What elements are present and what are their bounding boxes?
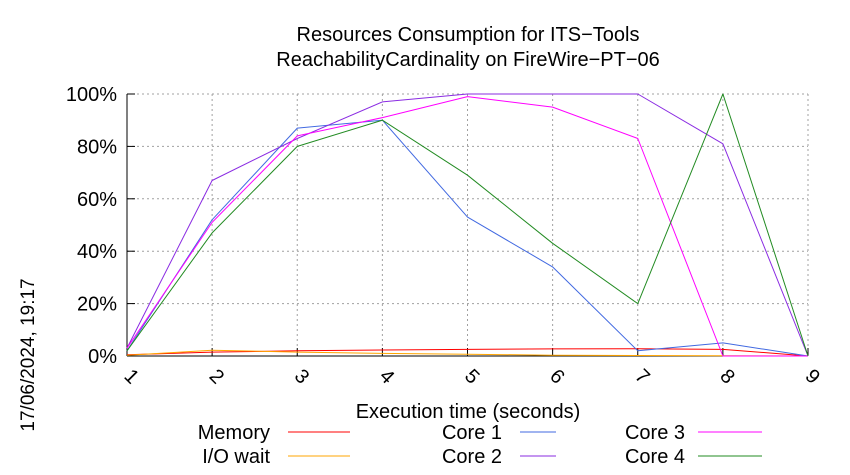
legend-label-i-o-wait: I/O wait bbox=[202, 446, 270, 468]
legend-label-core-2: Core 2 bbox=[442, 446, 502, 468]
y-tick-label: 0% bbox=[88, 346, 117, 368]
y-tick-label: 100% bbox=[66, 84, 117, 106]
legend-label-core-4: Core 4 bbox=[625, 446, 685, 468]
chart-title: Resources Consumption for ITS−Tools bbox=[297, 24, 640, 46]
series-line-core-3 bbox=[126, 96, 808, 357]
legend-label-core-1: Core 1 bbox=[442, 422, 502, 444]
series-line-i-o-wait bbox=[126, 349, 809, 357]
y-tick-label: 20% bbox=[77, 294, 117, 316]
axes: 0% 20% 40% 60% 80% 100% 1 2 3 4 5 6 7 8 9 bbox=[66, 84, 824, 388]
series-lines bbox=[126, 93, 809, 357]
x-tick-label: 5 bbox=[460, 365, 483, 388]
x-tick-label: 7 bbox=[630, 365, 653, 388]
x-tick-label: 1 bbox=[120, 365, 143, 388]
series-line-core-1 bbox=[126, 119, 809, 357]
legend-label-core-3: Core 3 bbox=[625, 422, 685, 444]
x-axis-label: Execution time (seconds) bbox=[356, 401, 581, 423]
x-tick-label: 3 bbox=[290, 365, 313, 388]
series-line-core-4 bbox=[126, 93, 809, 357]
legend-label-memory: Memory bbox=[198, 422, 270, 444]
y-tick-label: 60% bbox=[77, 189, 117, 211]
x-tick-label: 6 bbox=[545, 365, 568, 388]
series-line-memory bbox=[126, 348, 809, 357]
x-tick-label: 2 bbox=[205, 365, 228, 388]
x-tick-label: 9 bbox=[801, 365, 824, 388]
y-tick-label: 80% bbox=[77, 136, 117, 158]
timestamp-label: 17/06/2024, 19:17 bbox=[18, 278, 39, 431]
x-tick-label: 4 bbox=[375, 365, 398, 388]
chart-subtitle: ReachabilityCardinality on FireWire−PT−0… bbox=[276, 49, 660, 71]
x-tick-label: 8 bbox=[715, 365, 738, 388]
series-line-core-2 bbox=[126, 93, 809, 357]
y-tick-label: 40% bbox=[77, 241, 117, 263]
